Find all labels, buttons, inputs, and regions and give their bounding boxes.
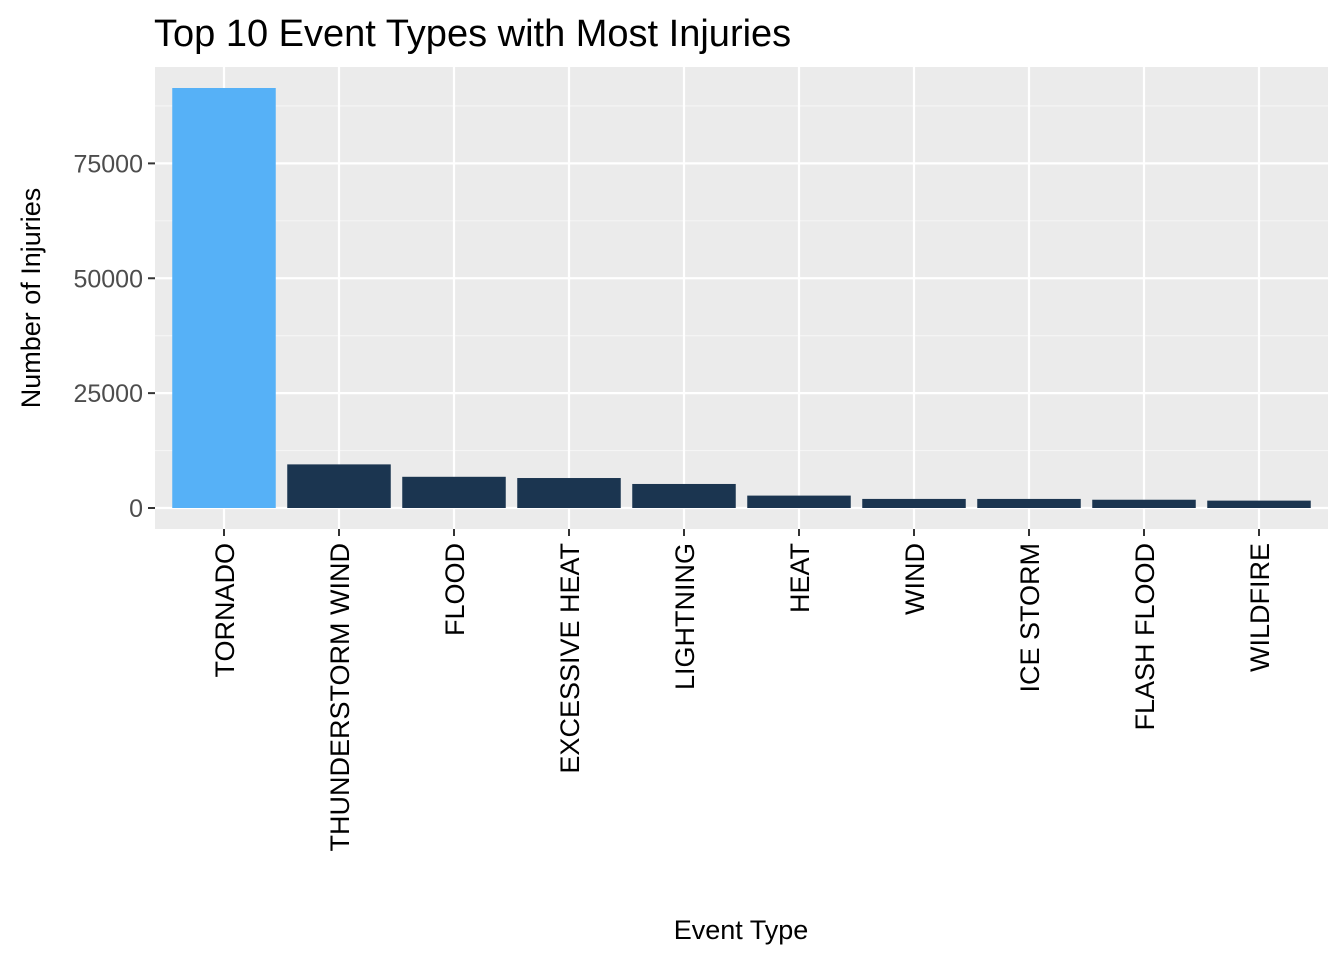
x-tick-label: EXCESSIVE HEAT [555, 543, 585, 774]
bar-excessive-heat [517, 478, 621, 509]
bar-tornado [172, 87, 276, 509]
y-tick-label: 75000 [73, 150, 143, 178]
bar-heat [747, 495, 851, 509]
y-tick-label: 0 [129, 495, 143, 523]
x-axis: TORNADO THUNDERSTORM WIND FLOOD EXCESSIVE H… [210, 529, 1275, 851]
bar-wind [862, 498, 966, 509]
bar-wildfire [1207, 500, 1311, 509]
bar-flood [402, 476, 506, 509]
x-tick-label: THUNDERSTORM WIND [325, 543, 355, 851]
x-axis-title: Event Type [674, 915, 809, 945]
y-axis-title: Number of Injuries [16, 188, 46, 409]
y-axis: 0 25000 50000 75000 [73, 150, 155, 523]
y-tick-label: 50000 [73, 265, 143, 293]
bar-ice-storm [977, 498, 1081, 509]
plot-panel [155, 67, 1328, 529]
x-tick-label: WIND [900, 543, 930, 615]
bar-lightning [632, 483, 736, 509]
x-tick-label: FLOOD [440, 543, 470, 636]
bars [172, 87, 1311, 509]
bar-flash-flood [1092, 499, 1196, 509]
bar-thunderstorm-wind [287, 464, 391, 509]
x-tick-label: LIGHTNING [670, 543, 700, 690]
x-tick-label: WILDFIRE [1245, 543, 1275, 672]
y-tick-label: 25000 [73, 380, 143, 408]
x-tick-label: ICE STORM [1015, 543, 1045, 693]
chart-title: Top 10 Event Types with Most Injuries [154, 13, 791, 55]
x-tick-label: FLASH FLOOD [1130, 543, 1160, 731]
x-tick-label: HEAT [785, 543, 815, 613]
x-tick-label: TORNADO [210, 543, 240, 678]
